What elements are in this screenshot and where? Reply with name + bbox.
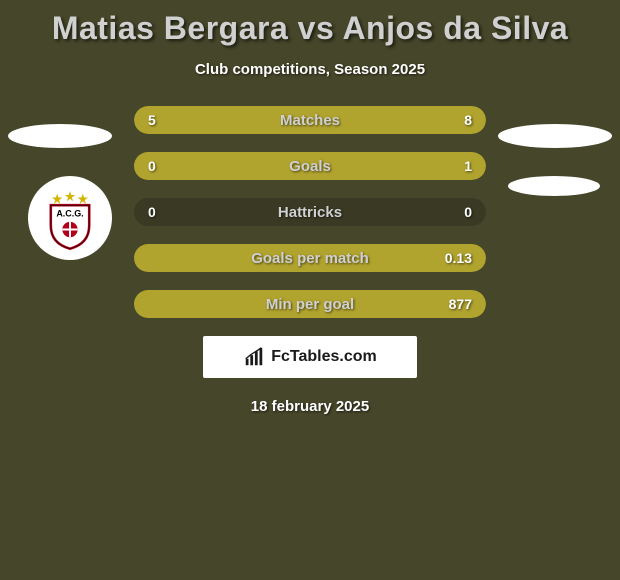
source-card: FcTables.com <box>203 336 417 378</box>
comparison-bars: 58Matches 01Goals 00Hattricks 0.13Goals per… <box>134 106 486 318</box>
bar-label: Goals <box>134 158 486 175</box>
stat-row: 00Hattricks <box>134 198 486 226</box>
stat-row: 877Min per goal <box>134 290 486 318</box>
source-label: FcTables.com <box>271 348 377 366</box>
date-label: 18 february 2025 <box>0 398 620 415</box>
page-title: Matias Bergara vs Anjos da Silva <box>0 0 620 47</box>
club-crest-icon: A.C.G. <box>38 186 102 250</box>
stat-row: 0.13Goals per match <box>134 244 486 272</box>
bar-label: Hattricks <box>134 204 486 221</box>
bar-label: Min per goal <box>134 296 486 313</box>
bar-label: Goals per match <box>134 250 486 267</box>
stat-row: 01Goals <box>134 152 486 180</box>
decor-ellipse-right-2 <box>508 176 600 196</box>
club-badge-left: A.C.G. <box>28 176 112 260</box>
decor-ellipse-right <box>498 124 612 148</box>
comparison-stage: A.C.G. 58Matches 01Goals 00Hattricks 0.13Go… <box>0 106 620 415</box>
subtitle: Club competitions, Season 2025 <box>0 61 620 78</box>
decor-ellipse-left <box>8 124 112 148</box>
svg-text:A.C.G.: A.C.G. <box>56 209 83 219</box>
bar-chart-icon <box>243 346 265 368</box>
stat-row: 58Matches <box>134 106 486 134</box>
bar-label: Matches <box>134 112 486 129</box>
